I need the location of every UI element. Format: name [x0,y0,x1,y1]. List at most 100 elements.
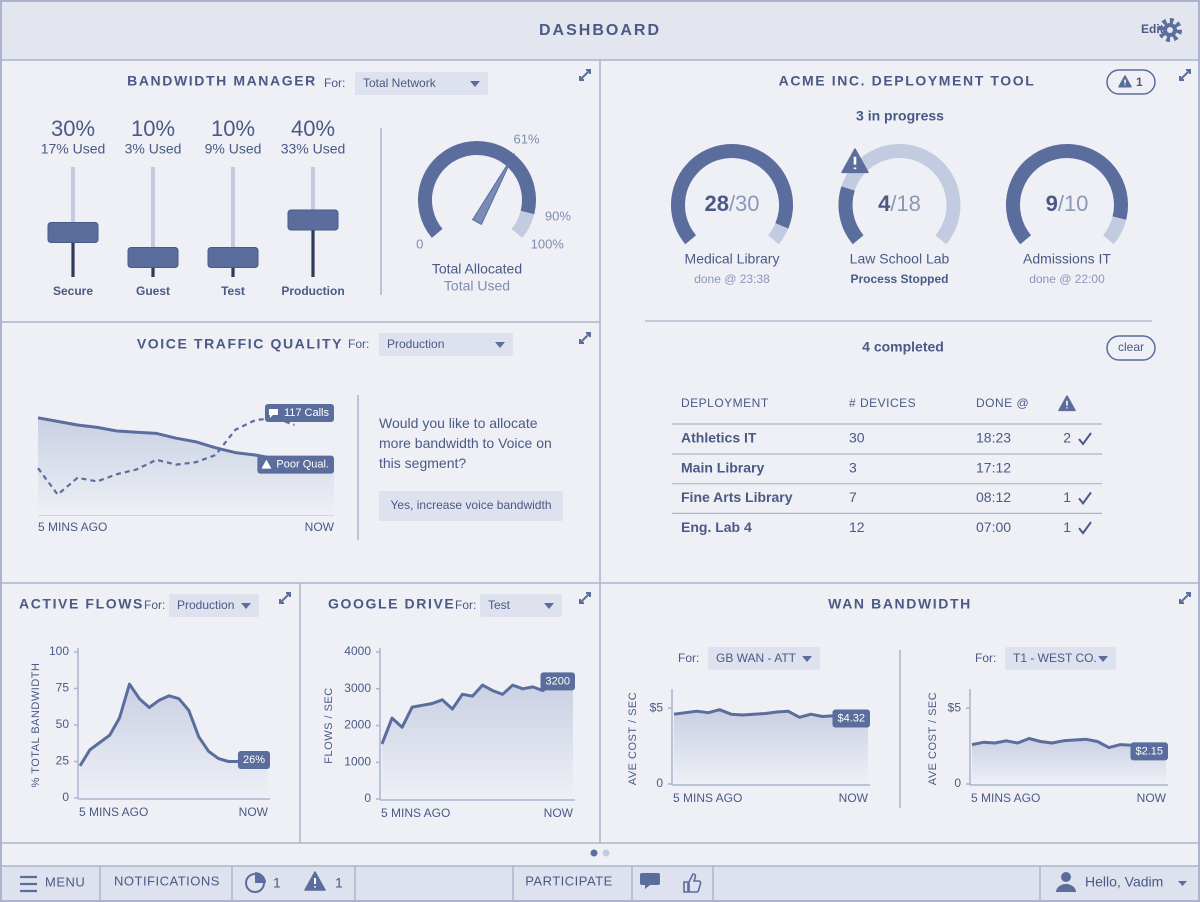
job-status: done @ 23:38 [694,272,770,286]
line-area [382,681,573,799]
column-header: DONE @ [976,396,1029,410]
line [78,682,268,767]
dropdown-caret [544,603,554,609]
value-tag: 117 Calls [264,404,334,422]
x-label: 5 MINS AGO [79,805,148,819]
dropdown-value: T1 - WEST CO. [1013,651,1097,665]
dropdown[interactable]: Production [169,594,259,617]
cell-done: 18:23 [976,430,1011,446]
slider-used: 3% Used [125,141,182,157]
slider-handle[interactable] [207,247,259,268]
y-tick-label: 100 [49,644,69,658]
in-progress: 3 in progress [856,108,944,124]
user-caret [1178,881,1187,886]
slider-name: Production [281,284,344,298]
slider-handle[interactable] [47,222,99,243]
dropdown-value: GB WAN - ATT [716,651,797,665]
increase-button[interactable]: Yes, increase voice bandwidth [379,491,563,521]
y-tick-label: 50 [56,717,70,731]
line-area [972,738,1166,784]
panel-title: WAN BANDWIDTH [828,596,972,612]
x-label: NOW [1137,791,1167,805]
cell-name: Eng. Lab 4 [681,519,752,535]
chat-icon[interactable] [640,873,660,889]
expand-icon[interactable] [579,332,591,344]
warning-icon [1058,395,1076,412]
x-label: 5 MINS AGO [38,520,107,534]
expand-icon[interactable] [279,592,291,604]
page-dot-active[interactable] [590,849,598,857]
notifications-button[interactable]: NOTIFICATIONS [114,873,220,888]
value-tag-label: 3200 [546,675,570,687]
dropdown[interactable]: T1 - WEST CO. [1005,647,1116,670]
clear-button[interactable] [1106,335,1156,361]
button-label: Yes, increase voice bandwidth [391,498,552,512]
expand-icon[interactable] [579,69,591,81]
cell-done: 07:00 [976,519,1011,535]
line-area [38,417,334,515]
dropdown-caret [1098,656,1108,662]
dropdown[interactable]: Total Network [355,72,488,95]
dropdown-box [480,594,562,617]
button-box [379,491,563,521]
participate-button[interactable]: PARTICIPATE [525,873,613,888]
dropdown-caret [241,603,251,609]
header-title: DASHBOARD [539,22,661,39]
y-tick-label: 2000 [344,718,371,732]
cell-warnings: 1 [1063,489,1071,505]
line [37,416,295,496]
menu-button[interactable]: MENU [45,874,85,889]
x-label: NOW [544,806,574,820]
slider-value: 30% [51,116,95,141]
progress-total: /10 [1058,191,1089,216]
cell-done: 17:12 [976,459,1011,475]
warning-icon [841,148,869,174]
value-tag-label: $4.32 [837,712,865,724]
y-tick-label: 0 [364,791,371,805]
slider-handle[interactable] [127,247,179,268]
progress-total: /30 [729,191,760,216]
warning-icon [304,871,326,891]
edit-button[interactable]: Edit [1141,22,1164,36]
cell-name: Main Library [681,459,764,475]
dropdown[interactable]: Test [480,594,562,617]
column-header: # DEVICES [849,396,916,410]
label: For: [324,76,345,90]
expand-icon[interactable] [1179,592,1191,604]
alert-pill[interactable] [1106,69,1156,95]
label: For: [144,598,165,612]
dropdown-value: Total Network [363,76,437,90]
gauge-needle-label: 61% [514,132,540,147]
progress-count: 9/10 [1046,191,1089,216]
label: For: [975,651,996,665]
page-dot[interactable] [602,849,610,857]
slider-handle[interactable] [287,209,339,231]
progress-done-value: 4 [878,191,891,216]
slider-used: 9% Used [205,141,262,157]
dropdown-box [708,647,820,670]
x-label: 5 MINS AGO [673,791,742,805]
slider-name: Guest [136,284,170,298]
like-icon[interactable] [683,873,702,893]
expand-icon[interactable] [579,592,591,604]
dropdown-value: Production [177,598,234,612]
dropdown-box [379,333,513,356]
value-tag-label: $2.15 [1135,745,1163,757]
y-tick-label: 0 [656,776,663,790]
progress-done [1006,144,1128,245]
gear-icon[interactable] [1158,18,1182,42]
dropdown[interactable]: Production [379,333,513,356]
panel-title: ACTIVE FLOWS [19,596,144,612]
slider-name: Secure [53,284,93,298]
panel-title: VOICE TRAFFIC QUALITY [137,336,343,352]
user-menu[interactable]: Hello, Vadim [1085,874,1163,890]
value-tag-box [257,455,334,474]
expand-icon[interactable] [1179,69,1191,81]
line-area [80,684,268,798]
dropdown[interactable]: GB WAN - ATT [708,647,820,670]
y-tick-label: 75 [56,681,70,695]
panel-title: BANDWIDTH MANAGER [127,73,317,89]
value-tag-box [540,672,575,691]
